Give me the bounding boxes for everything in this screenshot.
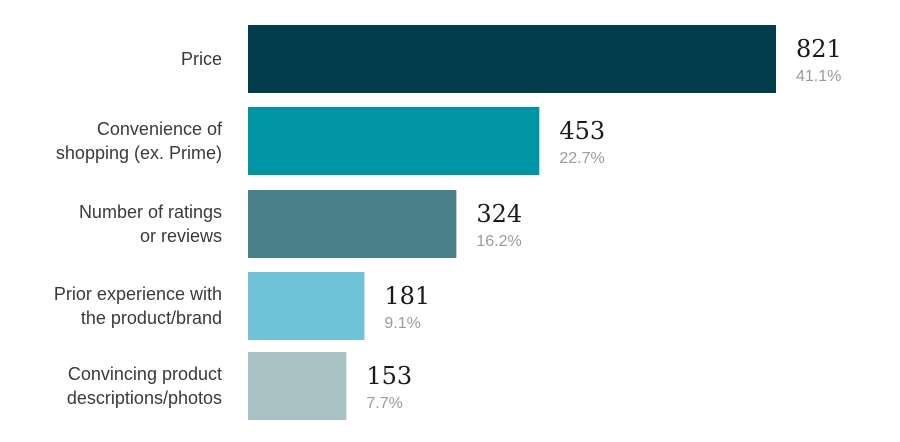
percent-label-number-of-ratings: 16.2% xyxy=(476,233,521,250)
bar-convincing-product xyxy=(248,352,347,420)
bar-prior-experience-with xyxy=(248,272,365,340)
percent-label-convenience-of: 22.7% xyxy=(559,150,604,167)
category-label-convincing-product-line-2: descriptions/photos xyxy=(67,388,222,408)
category-label-number-of-ratings-line-2: or reviews xyxy=(140,226,222,246)
value-label-number-of-ratings: 324 xyxy=(476,200,522,228)
value-label-prior-experience-with: 181 xyxy=(384,282,430,310)
bar-price xyxy=(248,25,776,93)
percent-label-prior-experience-with: 9.1% xyxy=(384,315,420,332)
category-label-prior-experience-with-line-2: the product/brand xyxy=(81,308,222,328)
category-label-convincing-product-line-1: Convincing product xyxy=(68,364,222,384)
labels-layer: Price 821 41.1% Convenience of shopping (ex.… xyxy=(54,35,842,412)
category-label-convenience-of-line-2: shopping (ex. Prime) xyxy=(56,143,222,163)
value-label-convincing-product: 153 xyxy=(366,362,412,390)
value-label-price: 821 xyxy=(796,35,842,63)
category-label-prior-experience-with-line-1: Prior experience with xyxy=(54,284,222,304)
bar-convenience-of xyxy=(248,107,540,175)
bar-number-of-ratings xyxy=(248,190,457,258)
percent-label-convincing-product: 7.7% xyxy=(366,395,402,412)
category-label-number-of-ratings-line-1: Number of ratings xyxy=(79,202,222,222)
category-label-convenience-of-line-1: Convenience of xyxy=(97,119,223,139)
value-label-convenience-of: 453 xyxy=(559,117,605,145)
category-label-price-line-1: Price xyxy=(181,49,222,69)
bars-layer xyxy=(248,25,776,420)
percent-label-price: 41.1% xyxy=(796,68,841,85)
